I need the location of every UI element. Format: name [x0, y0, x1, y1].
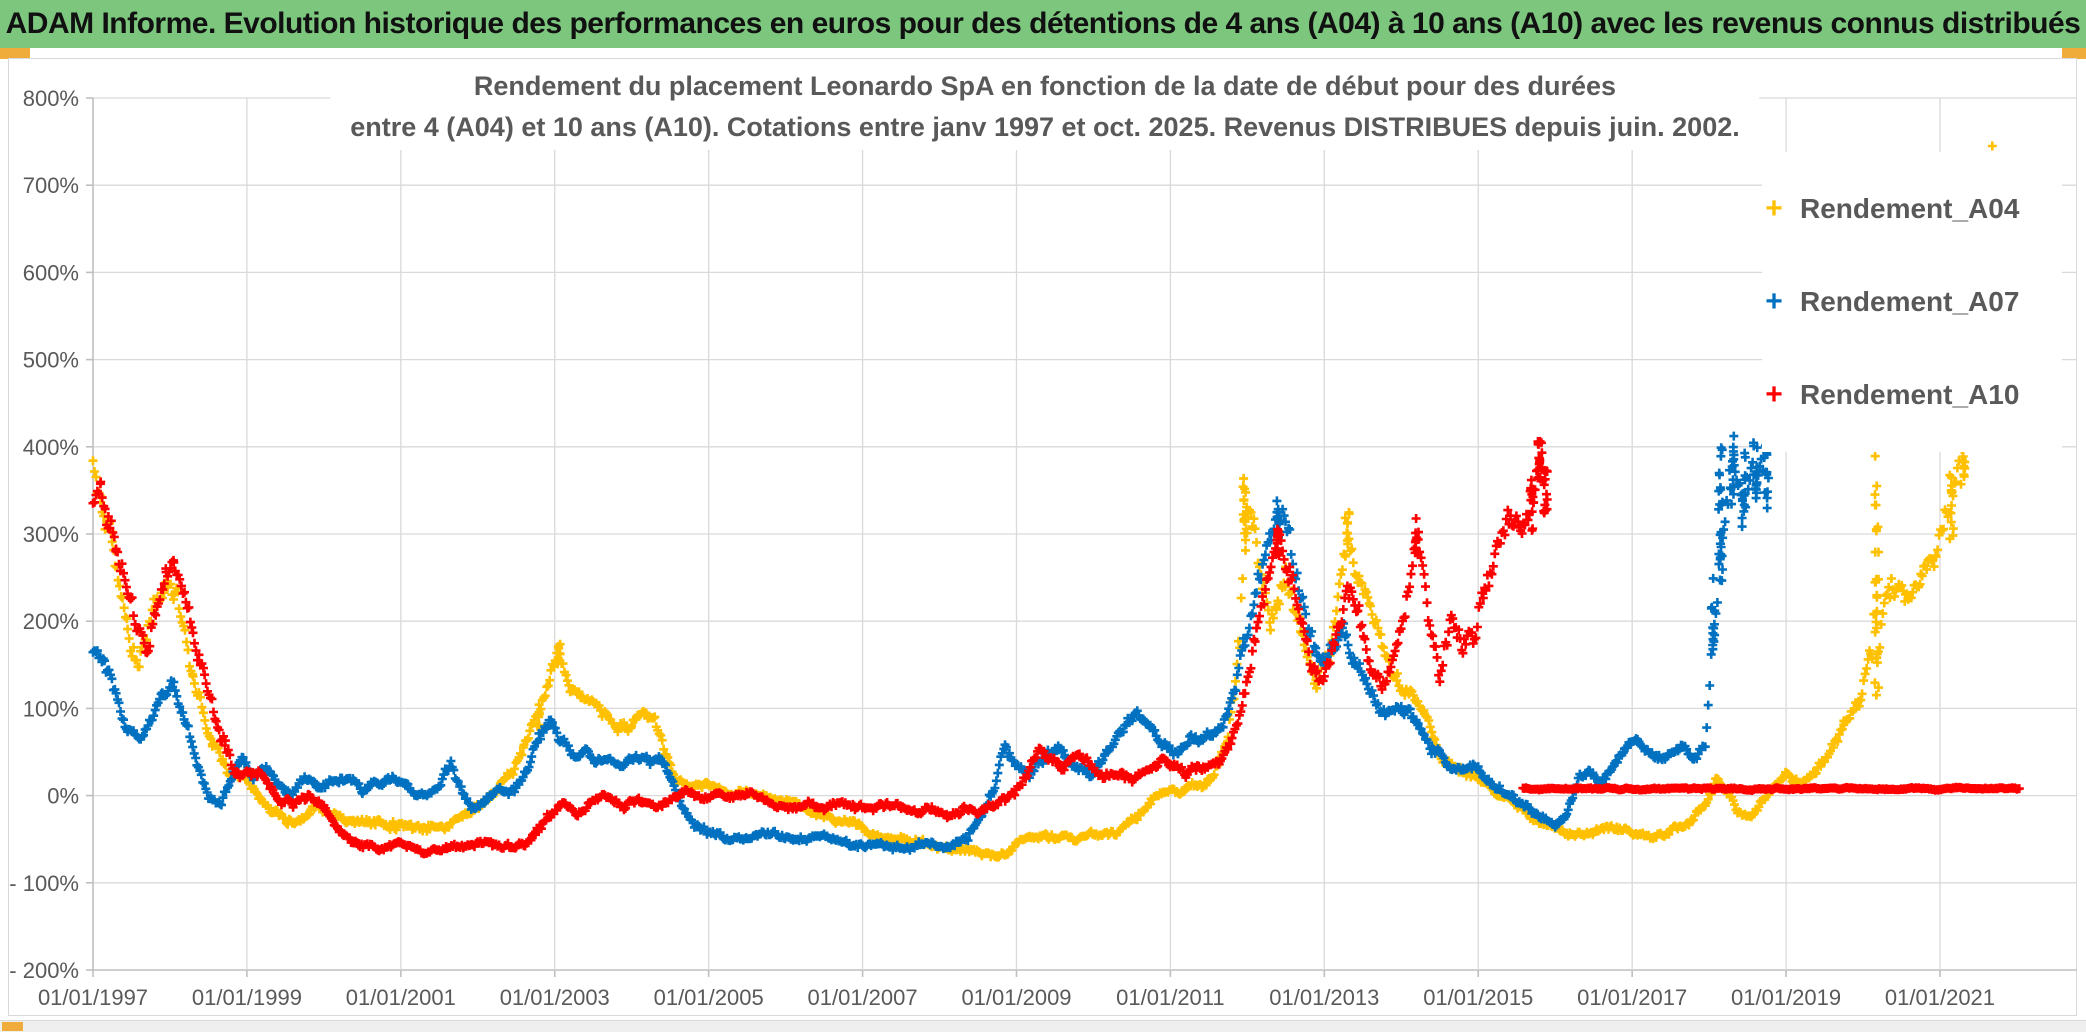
bottom-accent-block — [2, 1022, 23, 1031]
svg-text:01/01/2007: 01/01/2007 — [808, 985, 918, 1010]
svg-text:01/01/2011: 01/01/2011 — [1116, 985, 1224, 1010]
sheet-header-title: ADAM Informe. Evolution historique des p… — [5, 7, 2081, 40]
svg-text:01/01/2005: 01/01/2005 — [654, 985, 764, 1010]
bottom-scroll-strip[interactable] — [0, 1020, 2086, 1032]
svg-text:700%: 700% — [23, 173, 79, 198]
svg-text:01/01/2015: 01/01/2015 — [1423, 985, 1533, 1010]
banner-accent-right — [2062, 48, 2086, 59]
legend-item-rendement-a10[interactable]: + Rendement_A10 — [1762, 379, 2062, 411]
svg-text:600%: 600% — [23, 260, 79, 285]
svg-text:800%: 800% — [23, 86, 79, 111]
sheet-header-banner: ADAM Informe. Evolution historique des p… — [0, 0, 2086, 48]
series-Rendement_A10 — [88, 436, 2024, 859]
legend-label: Rendement_A07 — [1800, 285, 2020, 317]
chart-frame — [8, 58, 2077, 1016]
svg-text:01/01/1999: 01/01/1999 — [192, 985, 302, 1010]
svg-text:01/01/2017: 01/01/2017 — [1577, 985, 1687, 1010]
svg-text:200%: 200% — [23, 609, 79, 634]
banner-accent-left — [0, 48, 30, 59]
legend-label: Rendement_A04 — [1800, 192, 2020, 224]
svg-text:01/01/2019: 01/01/2019 — [1731, 985, 1841, 1010]
svg-text:100%: 100% — [23, 696, 79, 721]
plus-marker-icon: + — [1765, 284, 1783, 318]
chart-title: Rendement du placement Leonardo SpA en f… — [330, 64, 1760, 150]
svg-text:400%: 400% — [23, 435, 79, 460]
svg-text:01/01/2009: 01/01/2009 — [961, 985, 1071, 1010]
legend-item-rendement-a07[interactable]: + Rendement_A07 — [1762, 286, 2062, 318]
svg-text:- 100%: - 100% — [9, 871, 79, 896]
chart-legend: + Rendement_A04 + Rendement_A07 + Rendem… — [1762, 152, 2062, 452]
chart-title-line1: Rendement du placement Leonardo SpA en f… — [473, 71, 1617, 101]
plus-marker-icon: + — [1765, 191, 1783, 225]
svg-text:- 200%: - 200% — [9, 958, 79, 983]
svg-text:01/01/2003: 01/01/2003 — [500, 985, 610, 1010]
svg-text:01/01/2001: 01/01/2001 — [346, 985, 456, 1010]
svg-text:01/01/1997: 01/01/1997 — [38, 985, 148, 1010]
svg-text:500%: 500% — [23, 348, 79, 373]
chart-title-line2: entre 4 (A04) et 10 ans (A10). Cotations… — [350, 112, 1740, 142]
svg-text:01/01/2021: 01/01/2021 — [1885, 985, 1995, 1010]
plus-marker-icon: + — [1765, 378, 1783, 412]
svg-text:01/01/2013: 01/01/2013 — [1269, 985, 1379, 1010]
series-Rendement_A07 — [88, 431, 1773, 855]
svg-text:0%: 0% — [47, 784, 79, 809]
legend-label: Rendement_A10 — [1800, 379, 2020, 411]
legend-item-rendement-a04[interactable]: + Rendement_A04 — [1762, 193, 2062, 225]
svg-text:300%: 300% — [23, 522, 79, 547]
